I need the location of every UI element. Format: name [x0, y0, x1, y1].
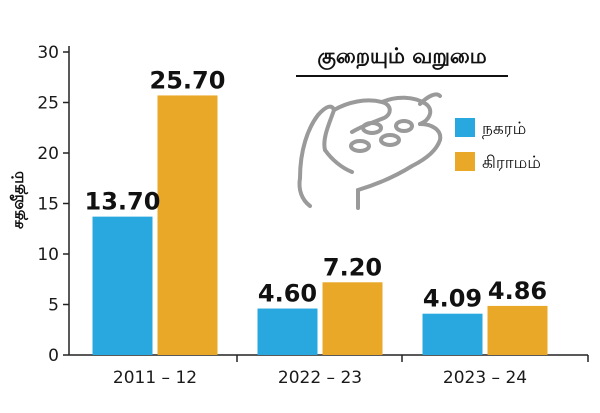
- data-label-urban-1: 13.70: [85, 188, 161, 216]
- legend-swatch-rural: [455, 152, 475, 171]
- y-tick-label: 20: [37, 144, 59, 164]
- x-category-label: 2011 – 12: [113, 368, 197, 388]
- y-tick-label: 25: [37, 94, 59, 114]
- bars: [92, 95, 548, 356]
- y-axis-label: சதவீதம்: [8, 171, 28, 229]
- y-tick-label: 0: [48, 346, 59, 366]
- bar-rural-2: [322, 282, 383, 355]
- legend-label-urban: நகரம்: [482, 119, 526, 139]
- bar-rural-1: [157, 95, 218, 356]
- y-tick-label: 15: [37, 195, 59, 215]
- y-tick-label: 10: [37, 245, 59, 265]
- legend-label-rural: கிராமம்: [482, 153, 541, 173]
- y-tick-label: 30: [37, 43, 59, 63]
- y-ticks: 0 5 10 15 20 25 30: [37, 43, 69, 366]
- bar-urban-2: [257, 308, 318, 355]
- bar-rural-3: [487, 305, 548, 355]
- legend: நகரம் கிராமம்: [455, 118, 541, 173]
- data-label-rural-3: 4.86: [488, 277, 547, 305]
- data-labels: 13.70 25.70 4.607.20 4.09 4.86: [85, 66, 548, 312]
- y-tick-label: 5: [48, 296, 59, 316]
- data-label-urban-2: 4.60: [258, 280, 317, 308]
- data-label-rural-2: 7.20: [323, 253, 382, 281]
- chart-title: குறையும் வறுமை: [317, 44, 486, 70]
- x-category-label: 2022 – 23: [278, 368, 362, 388]
- bar-urban-1: [92, 216, 153, 355]
- data-label-rural-1: 25.70: [150, 66, 226, 94]
- x-ticks: 2011 – 12 2022 – 23 2023 – 24: [113, 355, 589, 388]
- data-label-urban-3: 4.09: [423, 285, 482, 313]
- bar-urban-3: [422, 313, 483, 355]
- cupped-hands-with-coins-icon: [297, 92, 443, 210]
- x-category-label: 2023 – 24: [443, 368, 527, 388]
- legend-swatch-urban: [455, 118, 475, 137]
